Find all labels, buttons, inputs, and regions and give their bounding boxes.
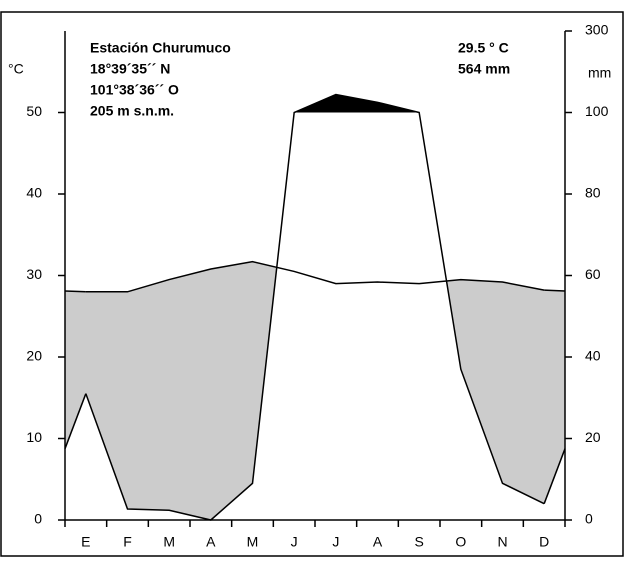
y2-tick-label: 60 [585, 266, 601, 282]
y2-tick-label: 300 [585, 22, 609, 38]
y-tick-label: 0 [34, 511, 42, 527]
frame [0, 11, 624, 557]
line-edge [543, 448, 566, 504]
line-edge [544, 289, 566, 292]
station-alt: 205 m s.n.m. [90, 103, 174, 119]
x-tick-label: M [247, 534, 259, 550]
station-lon: 101°38´36´´ O [90, 82, 179, 98]
y2-tick-label: 80 [585, 185, 601, 201]
line-edge [64, 393, 87, 449]
y2-tick-label: 100 [585, 103, 609, 119]
x-tick-label: J [332, 534, 339, 550]
line [85, 260, 545, 293]
y-tick-label: 20 [26, 348, 42, 364]
y2-tick-label: 0 [585, 511, 593, 527]
y-axis-label: °C [8, 61, 24, 77]
station-name: Estación Churumuco [90, 40, 231, 56]
annual-temperature: 29.5 ° C [458, 40, 509, 56]
x-tick-label: S [414, 534, 423, 550]
y-tick-label: 50 [26, 103, 42, 119]
x-tick-label: D [539, 534, 549, 550]
y2-axis-label: mm [588, 65, 611, 81]
station-lat: 18°39´35´´ N [90, 61, 170, 77]
x-tick-label: N [497, 534, 507, 550]
line [85, 93, 545, 521]
x-tick-label: A [373, 534, 383, 550]
x-tick-label: F [123, 534, 132, 550]
y-tick-label: 10 [26, 429, 42, 445]
y-tick-label: 40 [26, 185, 42, 201]
x-tick-label: E [81, 534, 90, 550]
x-tick-label: O [455, 534, 466, 550]
y2-tick-label: 40 [585, 348, 601, 364]
line-edge [64, 290, 86, 293]
dry-area [65, 261, 565, 520]
x-tick-label: M [163, 534, 175, 550]
x-tick-label: A [206, 534, 216, 550]
x-tick-label: J [291, 534, 298, 550]
y2-tick-label: 20 [585, 429, 601, 445]
annual-precipitation: 564 mm [458, 61, 510, 77]
y-tick-label: 30 [26, 266, 42, 282]
wet-area [294, 94, 420, 113]
